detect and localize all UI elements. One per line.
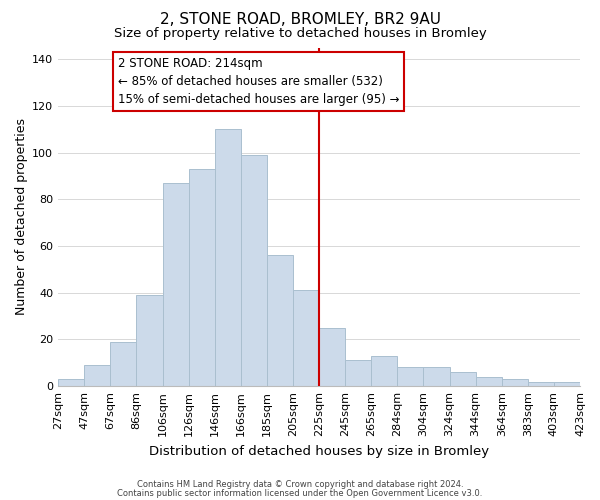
Text: 2 STONE ROAD: 214sqm
← 85% of detached houses are smaller (532)
15% of semi-deta: 2 STONE ROAD: 214sqm ← 85% of detached h… <box>118 57 400 106</box>
Bar <box>136 295 163 386</box>
Bar <box>215 130 241 386</box>
Bar <box>58 379 84 386</box>
Bar <box>528 382 554 386</box>
Bar <box>188 169 215 386</box>
Bar <box>241 155 267 386</box>
Bar <box>424 368 449 386</box>
Bar <box>502 379 528 386</box>
Bar <box>293 290 319 386</box>
Y-axis label: Number of detached properties: Number of detached properties <box>15 118 28 316</box>
Bar <box>163 183 188 386</box>
Bar <box>84 365 110 386</box>
Bar <box>319 328 345 386</box>
Bar <box>110 342 136 386</box>
Text: Contains HM Land Registry data © Crown copyright and database right 2024.: Contains HM Land Registry data © Crown c… <box>137 480 463 489</box>
Text: 2, STONE ROAD, BROMLEY, BR2 9AU: 2, STONE ROAD, BROMLEY, BR2 9AU <box>160 12 440 28</box>
Bar <box>554 382 580 386</box>
Bar <box>345 360 371 386</box>
Text: Contains public sector information licensed under the Open Government Licence v3: Contains public sector information licen… <box>118 488 482 498</box>
Bar <box>397 368 424 386</box>
X-axis label: Distribution of detached houses by size in Bromley: Distribution of detached houses by size … <box>149 444 489 458</box>
Bar <box>449 372 476 386</box>
Bar <box>371 356 397 386</box>
Bar <box>267 256 293 386</box>
Text: Size of property relative to detached houses in Bromley: Size of property relative to detached ho… <box>113 28 487 40</box>
Bar <box>476 377 502 386</box>
